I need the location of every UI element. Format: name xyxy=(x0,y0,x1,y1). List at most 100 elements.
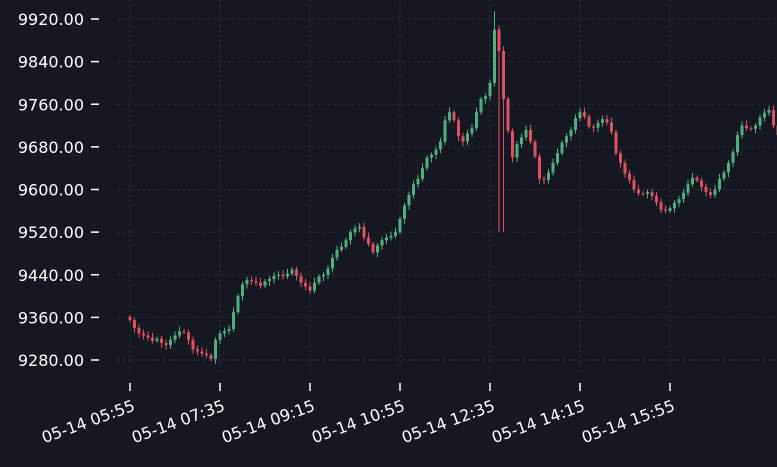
candle-body xyxy=(596,122,600,128)
candle-body xyxy=(236,296,240,313)
candle-body xyxy=(259,282,262,286)
candle-body xyxy=(592,126,595,128)
candle-body xyxy=(254,281,258,283)
candle-body xyxy=(533,141,537,157)
candle-body xyxy=(655,195,658,203)
candle-body xyxy=(223,331,226,334)
candle-body xyxy=(385,237,388,241)
candle-body xyxy=(268,279,271,282)
candle-body xyxy=(484,96,487,99)
candle-body xyxy=(502,50,505,99)
candle-body xyxy=(628,173,631,180)
candle-body xyxy=(691,177,694,185)
candle-body xyxy=(277,274,280,276)
candle-body xyxy=(506,98,510,131)
candle-body xyxy=(718,178,721,190)
candle-body xyxy=(470,128,474,134)
y-tick-label: 9360.00 xyxy=(18,308,84,327)
candle-body xyxy=(565,136,568,143)
candle-body xyxy=(389,235,393,238)
candle-body xyxy=(610,122,613,132)
candle-body xyxy=(335,249,339,258)
candle-body xyxy=(205,353,208,356)
candle-body xyxy=(434,149,438,155)
candle-body xyxy=(182,331,186,333)
candle-body xyxy=(538,156,541,179)
candle-body xyxy=(146,335,150,338)
candle-body xyxy=(367,237,370,244)
candle-body xyxy=(515,144,519,158)
candle-body xyxy=(299,275,303,283)
candle-body xyxy=(686,184,690,193)
candle-body xyxy=(758,117,762,126)
y-tick-label: 9680.00 xyxy=(18,138,84,157)
candle-body xyxy=(137,328,141,334)
candle-body xyxy=(443,120,447,142)
candle-body xyxy=(587,116,591,127)
candle-body xyxy=(416,178,420,185)
candle-body xyxy=(290,269,294,274)
candle-body xyxy=(457,120,460,137)
candle-body xyxy=(164,342,168,346)
candle-body xyxy=(326,268,330,275)
grid-lines xyxy=(118,0,777,372)
candle-body xyxy=(704,186,708,193)
candle-body xyxy=(151,337,154,341)
candle-body xyxy=(128,316,132,321)
candle-body xyxy=(313,282,316,291)
candle-body xyxy=(569,129,573,137)
candle-body xyxy=(227,329,231,332)
candle-body xyxy=(497,29,501,51)
candle-body xyxy=(263,281,267,286)
candle-body xyxy=(403,205,406,219)
candle-body xyxy=(556,153,559,163)
candle-body xyxy=(200,351,204,354)
candle-body xyxy=(421,168,424,179)
candle-body xyxy=(439,141,442,150)
candle-body xyxy=(169,339,172,346)
candle-body xyxy=(493,29,496,83)
candle-body xyxy=(452,112,456,121)
candle-body xyxy=(479,98,483,113)
candle-body xyxy=(713,189,717,195)
candle-body xyxy=(133,320,136,329)
candle-body xyxy=(520,137,523,145)
candle-body xyxy=(475,112,478,129)
candle-body xyxy=(488,82,492,97)
candle-body xyxy=(673,202,676,209)
y-tick-label: 9440.00 xyxy=(18,266,84,285)
candle-body xyxy=(632,179,636,190)
candle-body xyxy=(646,192,649,194)
candle-body xyxy=(578,112,582,119)
candle-body xyxy=(619,153,622,163)
candle-body xyxy=(727,162,730,173)
candle-body xyxy=(160,338,163,343)
candle-body xyxy=(155,338,159,341)
candle-body xyxy=(430,154,433,158)
candle-body xyxy=(295,269,298,276)
candle-body xyxy=(731,152,735,163)
candle-body xyxy=(394,232,397,236)
candle-body xyxy=(529,129,532,142)
candle-body xyxy=(286,273,289,277)
candle-body xyxy=(695,177,699,181)
candle-body xyxy=(754,125,757,129)
candle-body xyxy=(340,247,343,250)
candle-body xyxy=(344,240,348,248)
candle-body xyxy=(398,218,402,233)
candle-body xyxy=(745,125,748,129)
candle-body xyxy=(461,136,465,142)
candle-body xyxy=(209,355,213,359)
candle-body xyxy=(245,280,249,285)
candle-body xyxy=(407,194,411,206)
candle-body xyxy=(353,228,357,233)
candle-body xyxy=(767,110,771,113)
candle-body xyxy=(466,133,469,142)
candle-body xyxy=(425,157,429,169)
candle-body xyxy=(641,193,645,195)
candle-body xyxy=(371,243,375,253)
y-tick-label: 9840.00 xyxy=(18,53,84,72)
candle-body xyxy=(560,142,564,154)
